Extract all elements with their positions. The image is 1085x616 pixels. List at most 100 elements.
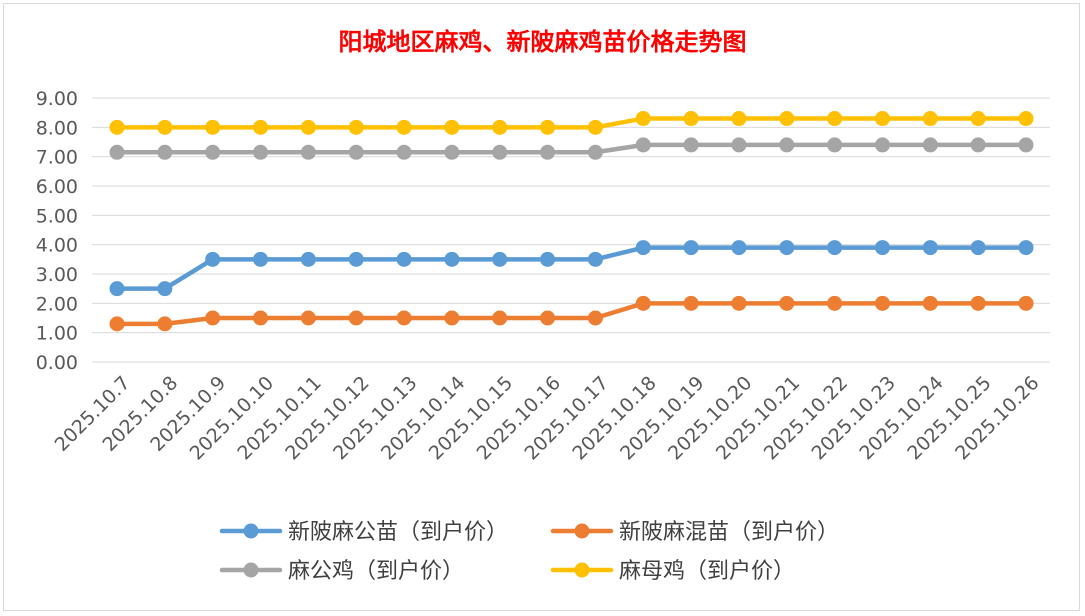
- data-point: [1018, 240, 1034, 256]
- data-point: [109, 144, 125, 160]
- data-point: [635, 111, 651, 127]
- data-point: [540, 119, 556, 135]
- data-point: [779, 137, 795, 153]
- data-point: [922, 137, 938, 153]
- data-point: [540, 251, 556, 267]
- data-point: [587, 251, 603, 267]
- data-point: [444, 144, 460, 160]
- legend-label: 麻母鸡（到户价）: [619, 559, 795, 584]
- chart-title: 阳城地区麻鸡、新陂麻鸡苗价格走势图: [338, 27, 747, 56]
- legend-label: 新陂麻公苗（到户价）: [288, 520, 508, 545]
- data-point: [922, 295, 938, 311]
- data-point: [205, 119, 221, 135]
- data-point: [109, 119, 125, 135]
- data-point: [157, 316, 173, 332]
- data-point: [874, 240, 890, 256]
- data-point: [683, 240, 699, 256]
- series-line: [114, 116, 1029, 130]
- data-point: [157, 144, 173, 160]
- data-point: [396, 144, 412, 160]
- data-point: [970, 137, 986, 153]
- legend-marker: [574, 523, 590, 539]
- data-point: [253, 119, 269, 135]
- data-point: [779, 295, 795, 311]
- data-point: [109, 281, 125, 297]
- data-point: [827, 111, 843, 127]
- data-point: [492, 119, 508, 135]
- data-point: [731, 240, 747, 256]
- data-point: [587, 310, 603, 326]
- data-point: [157, 281, 173, 297]
- data-point: [205, 144, 221, 160]
- data-point: [635, 240, 651, 256]
- data-point: [492, 310, 508, 326]
- data-point: [874, 295, 890, 311]
- data-point: [970, 295, 986, 311]
- data-point: [874, 111, 890, 127]
- legend-label: 新陂麻混苗（到户价）: [619, 520, 839, 545]
- data-point: [205, 251, 221, 267]
- data-point: [300, 310, 316, 326]
- data-point: [348, 119, 364, 135]
- data-point: [1018, 137, 1034, 153]
- legend-marker: [574, 562, 590, 578]
- data-point: [492, 144, 508, 160]
- data-point: [300, 251, 316, 267]
- data-point: [827, 240, 843, 256]
- data-point: [492, 251, 508, 267]
- data-point: [635, 137, 651, 153]
- data-point: [779, 240, 795, 256]
- data-point: [540, 144, 556, 160]
- data-point: [683, 111, 699, 127]
- data-point: [635, 295, 651, 311]
- y-tick-label: 8.00: [36, 117, 78, 139]
- data-point: [827, 295, 843, 311]
- data-point: [1018, 295, 1034, 311]
- data-point: [970, 111, 986, 127]
- data-point: [970, 240, 986, 256]
- data-point: [348, 144, 364, 160]
- y-tick-label: 2.00: [36, 293, 78, 315]
- data-point: [253, 144, 269, 160]
- y-tick-label: 4.00: [36, 235, 78, 257]
- legend-marker: [243, 523, 259, 539]
- data-point: [827, 137, 843, 153]
- data-point: [731, 137, 747, 153]
- data-point: [874, 137, 890, 153]
- data-point: [348, 251, 364, 267]
- y-tick-label: 3.00: [36, 264, 78, 286]
- y-tick-label: 6.00: [36, 176, 78, 198]
- y-tick-label: 9.00: [36, 88, 78, 110]
- series-line: [114, 301, 1029, 327]
- data-point: [587, 119, 603, 135]
- series-line: [114, 245, 1029, 291]
- data-point: [205, 310, 221, 326]
- data-point: [587, 144, 603, 160]
- y-tick-label: 7.00: [36, 147, 78, 169]
- data-point: [731, 295, 747, 311]
- data-point: [444, 310, 460, 326]
- data-point: [109, 316, 125, 332]
- data-point: [683, 137, 699, 153]
- data-point: [540, 310, 556, 326]
- data-point: [348, 310, 364, 326]
- data-point: [1018, 111, 1034, 127]
- legend-marker: [243, 562, 259, 578]
- data-point: [300, 119, 316, 135]
- data-point: [922, 111, 938, 127]
- y-tick-label: 5.00: [36, 205, 78, 227]
- data-point: [731, 111, 747, 127]
- y-tick-label: 1.00: [36, 323, 78, 345]
- y-tick-label: 0.00: [36, 352, 78, 374]
- data-point: [300, 144, 316, 160]
- data-point: [157, 119, 173, 135]
- data-point: [253, 310, 269, 326]
- data-point: [779, 111, 795, 127]
- data-point: [396, 119, 412, 135]
- data-point: [922, 240, 938, 256]
- series-line: [114, 142, 1029, 155]
- data-point: [396, 310, 412, 326]
- chart-area: [3, 3, 1080, 611]
- data-point: [683, 295, 699, 311]
